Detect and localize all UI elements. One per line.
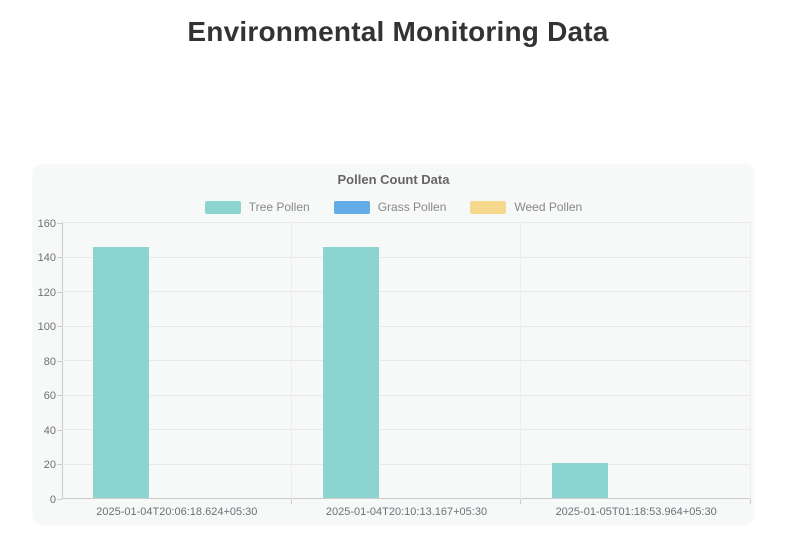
x-axis-tick <box>750 499 751 504</box>
gridline <box>62 463 751 465</box>
category-gridline <box>520 223 522 499</box>
legend-item-grass-pollen[interactable]: Grass Pollen <box>333 200 447 214</box>
y-axis-label: 100 <box>37 321 56 333</box>
y-axis-label: 40 <box>43 424 56 437</box>
gridline <box>62 291 751 292</box>
y-axis-tick <box>57 360 62 362</box>
legend-swatch-grass-pollen <box>333 200 370 214</box>
x-axis-label: 2025-01-04T20:06:18.624+05:30 <box>96 506 258 518</box>
legend-swatch-tree-pollen <box>204 200 241 214</box>
gridline <box>62 325 751 327</box>
bar-tree-pollen-2[interactable] <box>552 462 609 498</box>
bar-tree-pollen-0[interactable] <box>92 247 149 498</box>
y-axis-tick <box>57 464 62 465</box>
legend-item-weed-pollen[interactable]: Weed Pollen <box>470 200 582 214</box>
y-axis-tick <box>57 498 62 500</box>
x-axis-tick <box>520 499 522 504</box>
bar-tree-pollen-1[interactable] <box>322 247 379 498</box>
legend-label: Weed Pollen <box>514 200 583 214</box>
x-axis-label: 2025-01-05T01:18:53.964+05:30 <box>555 506 717 518</box>
gridline <box>62 360 751 361</box>
legend-label: Grass Pollen <box>377 200 447 214</box>
legend-swatch-weed-pollen <box>470 200 507 214</box>
gridline <box>62 222 751 223</box>
y-axis-tick <box>57 326 62 327</box>
y-axis-label: 80 <box>43 355 56 368</box>
category-gridline <box>290 223 292 499</box>
y-axis-tick <box>57 222 62 224</box>
y-axis-tick <box>57 257 62 258</box>
x-axis-label: 2025-01-04T20:10:13.167+05:30 <box>325 506 488 518</box>
y-axis-label: 60 <box>43 390 56 402</box>
chart-plot-area: 0 20 40 60 80 100 120 140 160 2025-01-04T20:06:18… <box>38 218 751 518</box>
y-axis-label: 160 <box>37 217 56 230</box>
category-gridline <box>750 223 751 499</box>
y-axis-line <box>62 223 63 499</box>
y-axis-tick <box>57 429 62 431</box>
legend-item-tree-pollen[interactable]: Tree Pollen <box>204 200 310 214</box>
legend-label: Tree Pollen <box>248 200 310 214</box>
chart-card: Pollen Count Data Tree Pollen Grass Polle… <box>33 164 754 524</box>
y-axis-tick <box>57 291 62 293</box>
y-axis-label: 120 <box>37 286 56 299</box>
y-axis-label: 0 <box>49 493 56 506</box>
chart-legend: Tree Pollen Grass Pollen Weed Pollen <box>33 200 754 214</box>
chart-title: Pollen Count Data <box>337 172 450 187</box>
gridline <box>62 394 751 396</box>
gridline <box>62 429 751 430</box>
y-axis-label: 20 <box>43 459 56 471</box>
x-axis-tick <box>290 499 292 504</box>
x-axis-line <box>62 498 751 499</box>
page-title: Environmental Monitoring Data <box>187 16 609 47</box>
y-axis-tick <box>57 395 62 396</box>
y-axis-label: 140 <box>37 252 56 264</box>
gridline <box>62 256 751 258</box>
